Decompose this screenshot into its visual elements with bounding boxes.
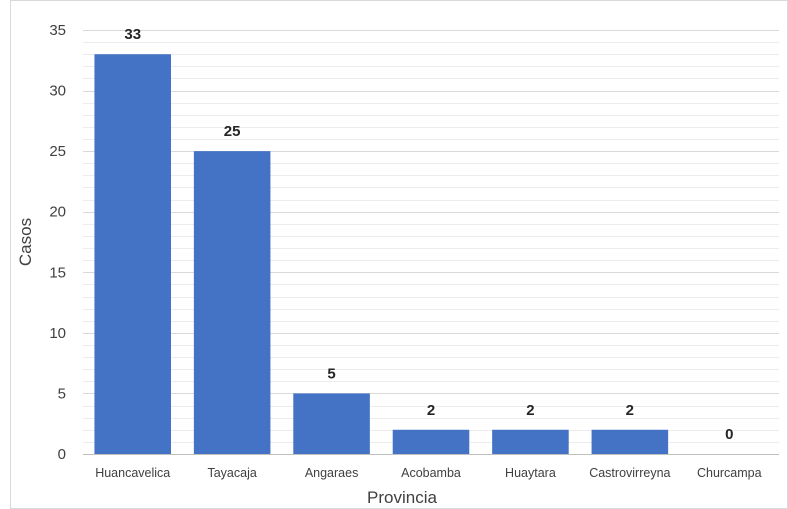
data-labels: 33 25 5 2 2 2 0 (124, 26, 733, 443)
x-tick-label: Tayacaja (207, 466, 256, 480)
x-axis-title: Provincia (367, 488, 437, 507)
bar (392, 429, 470, 454)
bar-value-label: 0 (725, 426, 733, 443)
bar-value-label: 33 (124, 26, 141, 43)
bars (94, 54, 669, 454)
y-tick-label: 20 (49, 204, 66, 221)
bar-value-label: 2 (526, 402, 534, 419)
x-axis-ticks: Huancavelica Tayacaja Angaraes Acobamba Huay… (95, 466, 761, 480)
bar (293, 393, 370, 454)
bar (193, 151, 271, 454)
y-axis-ticks: 0 5 10 15 20 25 30 35 (49, 22, 66, 463)
y-tick-label: 15 (49, 264, 66, 281)
x-tick-label: Huaytara (505, 466, 556, 480)
bar (94, 54, 171, 454)
x-tick-label: Castrovirreyna (589, 466, 670, 480)
x-tick-label: Churcampa (697, 466, 762, 480)
bar-value-label: 2 (427, 402, 435, 419)
y-tick-label: 25 (49, 143, 66, 160)
bar-value-label: 2 (626, 402, 634, 419)
y-axis-title: Casos (16, 218, 35, 266)
y-tick-label: 35 (49, 22, 66, 39)
x-tick-label: Huancavelica (95, 466, 170, 480)
bar (492, 429, 569, 454)
x-tick-label: Acobamba (401, 466, 461, 480)
y-tick-label: 30 (49, 83, 66, 100)
bar (591, 429, 669, 454)
y-tick-label: 10 (49, 325, 66, 342)
bar-value-label: 5 (327, 365, 335, 382)
bar-value-label: 25 (224, 123, 241, 140)
y-tick-label: 0 (58, 446, 66, 463)
x-tick-label: Angaraes (305, 466, 359, 480)
y-tick-label: 5 (58, 385, 66, 402)
